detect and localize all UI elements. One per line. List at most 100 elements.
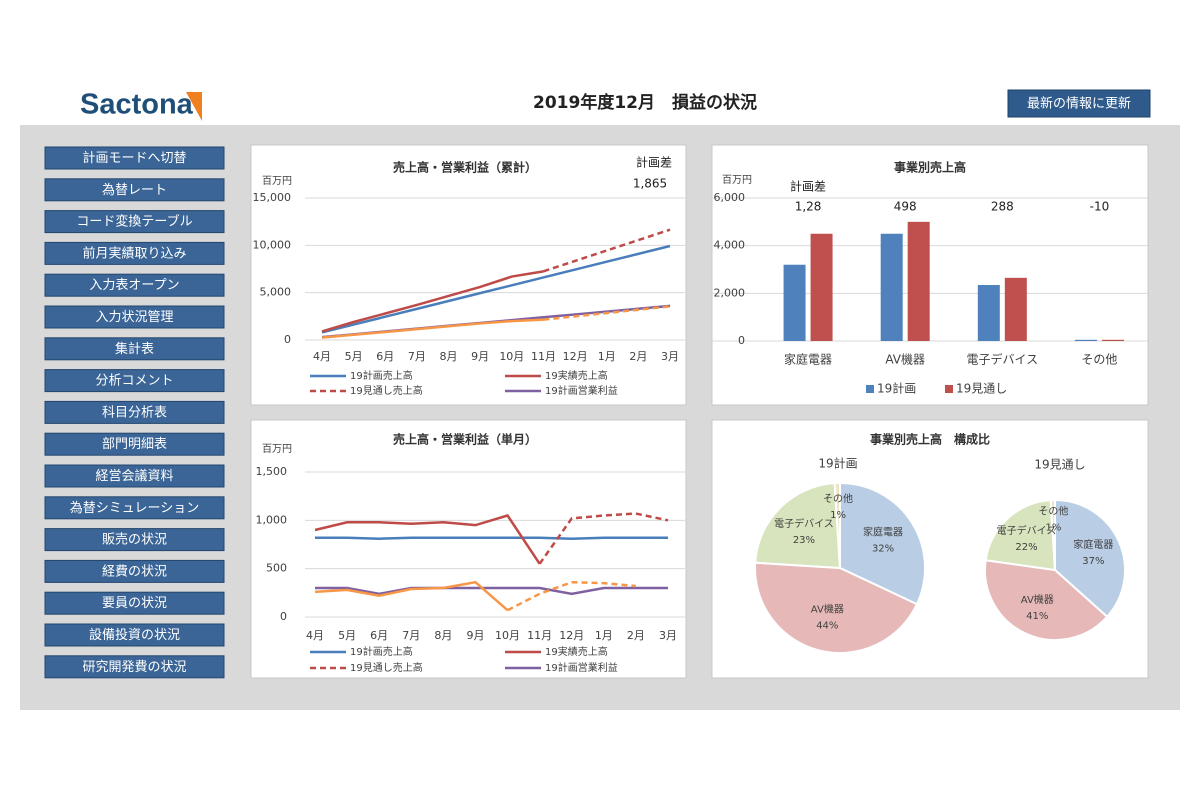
menu-button[interactable]	[44, 241, 225, 265]
x-tick-label: 11月	[531, 350, 556, 363]
pie-value-label: 37%	[1082, 556, 1104, 567]
menu-button[interactable]	[44, 273, 225, 297]
menu-button[interactable]	[44, 210, 225, 234]
legend-label: 19見通し売上高	[350, 661, 423, 674]
x-tick-label: 1月	[595, 629, 613, 642]
menu-button-label[interactable]: 為替レート	[102, 182, 167, 198]
menu-button-label[interactable]: 入力状況管理	[95, 310, 173, 325]
x-tick-label: その他	[1081, 353, 1117, 367]
pie-category-label: 電子デバイス	[774, 517, 834, 530]
menu-button[interactable]	[44, 655, 225, 679]
menu-button[interactable]	[44, 146, 225, 170]
x-tick-label: 7月	[402, 629, 420, 642]
legend-label: 19見通し	[956, 382, 1007, 396]
y-tick-label: 0	[738, 334, 745, 347]
line-series	[321, 318, 544, 339]
menu-button[interactable]	[44, 400, 225, 424]
pie-name: 19計画	[818, 456, 857, 471]
refresh-button[interactable]	[1007, 89, 1151, 118]
menu-button-label[interactable]: 入力表オープン	[89, 278, 179, 293]
chart-title: 売上高・営業利益（単月）	[393, 432, 537, 447]
refresh-button-label[interactable]: 最新の情報に更新	[1027, 96, 1131, 112]
chart-title: 事業別売上高	[894, 160, 966, 175]
x-tick-label: 10月	[495, 629, 520, 642]
menu-button-label[interactable]: 計画モードへ切替	[82, 150, 186, 166]
x-tick-label: 8月	[434, 629, 452, 642]
menu-button[interactable]	[44, 432, 225, 456]
annotation: 計画差	[636, 155, 672, 170]
pie-value-label: 23%	[793, 535, 815, 546]
menu-button[interactable]	[44, 305, 225, 329]
x-tick-label: 2月	[627, 629, 645, 642]
logo-accent	[186, 92, 202, 121]
line-series	[321, 270, 544, 333]
axis-unit: 百万円	[262, 175, 292, 187]
legend-label: 19計画	[877, 381, 916, 396]
y-tick-label: 4,000	[714, 239, 746, 252]
menu-button-label[interactable]: コード変換テーブル	[76, 214, 192, 230]
menu-button-label[interactable]: 設備投資の状況	[89, 627, 180, 643]
diff-label: -10	[1090, 200, 1110, 214]
y-tick-label: 2,000	[714, 286, 746, 299]
legend-swatch	[866, 385, 874, 393]
menu-button[interactable]	[44, 496, 225, 520]
pie-slice	[754, 561, 919, 654]
menu-button-label[interactable]: 経営会議資料	[95, 469, 173, 484]
pie-category-label: AV機器	[811, 602, 844, 615]
pie-slice	[1054, 498, 1126, 619]
menu-button[interactable]	[44, 337, 225, 361]
pie-slice	[839, 481, 926, 606]
menu-button-label[interactable]: 為替シミュレーション	[70, 500, 199, 516]
pie-slice	[1049, 498, 1056, 571]
menu-button-label[interactable]: 要員の状況	[102, 596, 167, 611]
pie-value-label: 1%	[830, 510, 846, 521]
logo: Sactona	[80, 89, 194, 121]
y-tick-label: 1,000	[256, 513, 288, 526]
x-tick-label: 6月	[370, 629, 388, 642]
legend-label: 19見通し売上高	[350, 384, 423, 397]
menu-button-label[interactable]: 科目分析表	[102, 405, 167, 420]
x-tick-label: 4月	[306, 629, 324, 642]
chart-title: 事業別売上高 構成比	[870, 432, 990, 447]
axis-unit: 百万円	[722, 174, 752, 186]
pie-value-label: 32%	[872, 544, 894, 555]
x-tick-label: 5月	[345, 350, 363, 363]
bar	[810, 233, 833, 341]
y-tick-label: 0	[284, 333, 291, 346]
menu-button[interactable]	[44, 178, 225, 202]
menu-button[interactable]	[44, 623, 225, 647]
pie-value-label: 1%	[1045, 523, 1061, 534]
menu-button-label[interactable]: 研究開発費の状況	[82, 660, 186, 675]
menu-button[interactable]	[44, 559, 225, 583]
menu-button-label[interactable]: 分析コメント	[95, 374, 173, 389]
menu-button-label[interactable]: 部門明細表	[102, 437, 167, 452]
menu-button[interactable]	[44, 528, 225, 552]
menu-button-label[interactable]: 前月実績取り込み	[82, 245, 186, 261]
y-tick-label: 0	[280, 610, 287, 623]
pie-category-label: 家庭電器	[863, 526, 903, 539]
line-series	[314, 514, 541, 565]
x-tick-label: 4月	[313, 350, 331, 363]
legend-label: 19計画売上高	[350, 369, 413, 382]
menu-button-label[interactable]: 販売の状況	[102, 532, 167, 548]
x-tick-label: 9月	[466, 629, 484, 642]
x-tick-label: 1月	[598, 350, 616, 363]
menu-button-label[interactable]: 集計表	[115, 341, 154, 357]
menu-button[interactable]	[44, 369, 225, 393]
pie-slice	[754, 482, 842, 570]
x-tick-label: 家庭電器	[784, 352, 832, 367]
menu-button[interactable]	[44, 591, 225, 615]
legend-label: 19計画営業利益	[545, 384, 618, 397]
line-series	[538, 512, 669, 565]
x-tick-label: 7月	[408, 350, 426, 363]
pie-category-label: その他	[823, 492, 853, 505]
x-tick-label: 8月	[440, 350, 458, 363]
menu-button[interactable]	[44, 464, 225, 488]
legend-label: 19実績売上高	[545, 369, 608, 382]
menu-button-label[interactable]: 経費の状況	[102, 564, 167, 579]
x-tick-label: 9月	[471, 350, 489, 363]
line-series	[315, 586, 668, 596]
line-series	[506, 580, 637, 612]
line-series	[543, 228, 671, 273]
